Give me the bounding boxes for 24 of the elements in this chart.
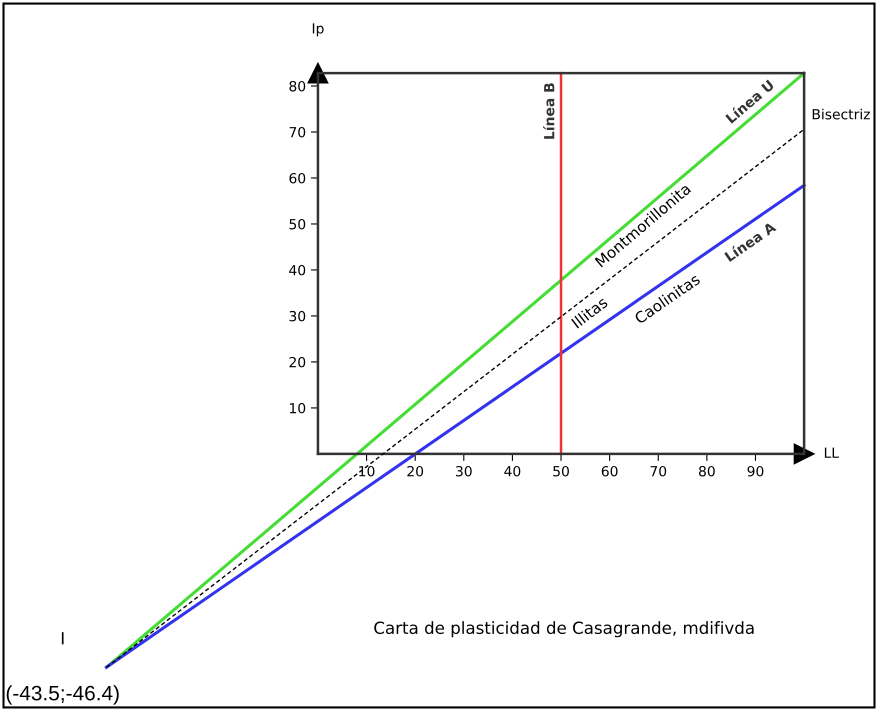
- y-axis-title: Ip: [312, 23, 324, 36]
- y-tick-label: 20: [289, 356, 306, 368]
- y-tick-label: 70: [290, 126, 306, 138]
- series-label: Bisectriz: [812, 108, 870, 120]
- annotation: Carta de plasticidad de Casagrande, mdifivda: [374, 621, 754, 638]
- y-tick-label: 50: [290, 218, 306, 230]
- y-tick-label: 40: [289, 264, 306, 276]
- x-tick-label: 60: [602, 466, 618, 476]
- y-tick-label: 30: [290, 310, 306, 322]
- x-tick-label: 30: [456, 466, 472, 476]
- x-tick-label: 10: [359, 466, 374, 476]
- x-tick-label: 90: [748, 466, 764, 476]
- x-tick-label: 80: [698, 466, 715, 476]
- x-tick-label: 40: [504, 466, 520, 476]
- annotation: (-43.5;-46.4): [6, 685, 119, 705]
- x-tick-label: 70: [650, 466, 666, 476]
- x-tick-label: 20: [407, 466, 424, 476]
- x-axis-title: LL: [824, 448, 839, 458]
- y-tick-label: 60: [289, 172, 306, 184]
- annotation: I: [62, 632, 64, 644]
- y-tick-label: 80: [289, 80, 306, 92]
- y-tick-label: 10: [290, 402, 306, 414]
- ref-line-label: Línea B: [543, 83, 554, 139]
- x-tick-label: 50: [553, 466, 569, 476]
